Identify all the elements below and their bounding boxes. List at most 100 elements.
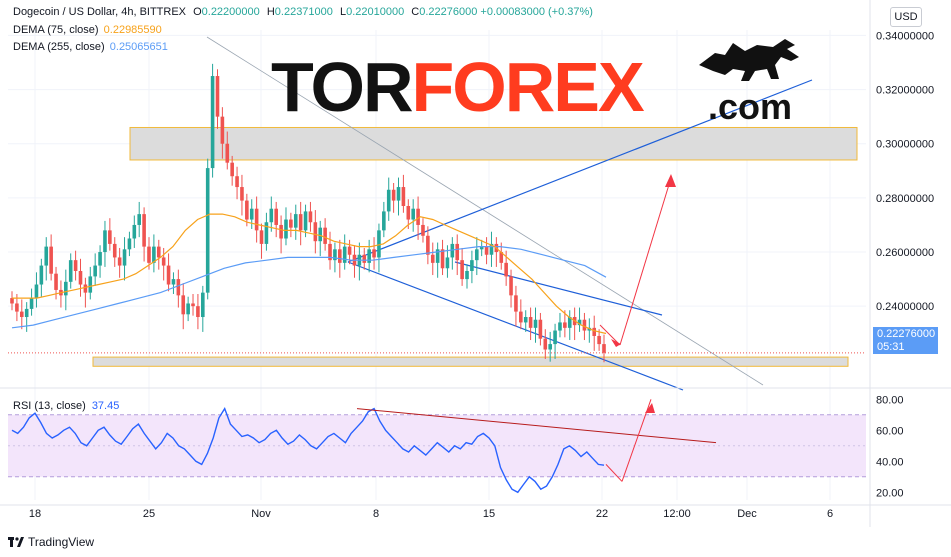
candle-body bbox=[152, 246, 156, 263]
candle-body bbox=[519, 311, 523, 323]
change-value: +0.00083000 (+0.37%) bbox=[480, 6, 593, 18]
candle-body bbox=[49, 246, 53, 274]
candle-body bbox=[567, 317, 572, 328]
candle-body bbox=[279, 224, 283, 239]
candle-body bbox=[73, 260, 78, 271]
candle-body bbox=[460, 260, 464, 280]
watermark-tor: TOR bbox=[271, 48, 413, 126]
candle-body bbox=[176, 279, 181, 296]
time-tick-label: 25 bbox=[143, 508, 155, 520]
currency-button[interactable]: USD bbox=[890, 7, 922, 27]
open-label: O bbox=[193, 6, 202, 18]
axes: 0.34000000 0.32000000 0.30000000 0.28000000… bbox=[0, 0, 951, 527]
candle-body bbox=[220, 116, 225, 144]
candle-body bbox=[411, 208, 415, 220]
candle-body bbox=[553, 330, 557, 345]
rsi-projection-down bbox=[605, 464, 623, 482]
rsi-band bbox=[8, 414, 866, 477]
candle-body bbox=[455, 243, 460, 261]
candle-body bbox=[245, 200, 249, 220]
candle-body bbox=[426, 235, 430, 255]
candle-body bbox=[509, 276, 513, 296]
candle-body bbox=[24, 308, 29, 318]
time-tick-label: 15 bbox=[483, 508, 495, 520]
candle-body bbox=[196, 306, 200, 318]
candle-body bbox=[249, 208, 254, 220]
legend-dema255[interactable]: DEMA (255, close) 0.25065651 bbox=[13, 41, 168, 53]
rsi-projection-arrowhead bbox=[645, 403, 655, 413]
candle-body bbox=[103, 230, 107, 253]
time-tick-label: 12:00 bbox=[663, 508, 691, 520]
candle-body bbox=[602, 344, 606, 353]
candle-body bbox=[19, 311, 24, 318]
candle-body bbox=[372, 249, 376, 258]
candle-body bbox=[338, 249, 342, 263]
dema255-value: 0.25065651 bbox=[109, 41, 168, 53]
candle-body bbox=[538, 319, 543, 339]
candle-body bbox=[514, 295, 518, 312]
legend-ohlc: Dogecoin / US Dollar, 4h, BITTREX O0.222… bbox=[13, 6, 593, 18]
price-tick-label: 0.32000000 bbox=[876, 85, 934, 97]
candle-body bbox=[264, 222, 269, 244]
candle-body bbox=[201, 292, 205, 318]
candle-body bbox=[396, 187, 401, 201]
candle-body bbox=[230, 162, 234, 177]
candle-body bbox=[235, 176, 239, 188]
candle-body bbox=[98, 252, 102, 266]
high-value: 0.22371000 bbox=[274, 6, 333, 18]
rsi-pane bbox=[8, 399, 866, 494]
candle-body bbox=[186, 303, 190, 315]
candle-body bbox=[470, 260, 474, 271]
rsi-tick-label: 20.00 bbox=[876, 487, 904, 499]
rsi-tick-label: 40.00 bbox=[876, 456, 904, 468]
candle-body bbox=[254, 208, 259, 231]
tradingview-footer[interactable]: TradingView bbox=[8, 535, 94, 549]
candle-body bbox=[210, 76, 215, 169]
candle-body bbox=[259, 230, 264, 244]
time-tick-label: Dec bbox=[737, 508, 757, 520]
bull-icon bbox=[699, 39, 799, 81]
dema255-line bbox=[11, 246, 607, 329]
candle-body bbox=[465, 270, 469, 280]
candle-body bbox=[592, 327, 597, 336]
support-zone bbox=[92, 356, 849, 367]
rsi-label: RSI (13, close) bbox=[13, 400, 86, 412]
candle-body bbox=[39, 265, 44, 285]
candle-body bbox=[44, 246, 49, 266]
candle-body bbox=[274, 208, 278, 225]
candle-body bbox=[215, 76, 220, 117]
candle-body bbox=[504, 262, 508, 277]
rsi-value: 37.45 bbox=[91, 400, 120, 412]
candle-body bbox=[479, 246, 484, 250]
last-price-value: 0.22276000 bbox=[877, 328, 936, 340]
candle-body bbox=[430, 254, 435, 263]
candle-body bbox=[386, 189, 391, 212]
candle-body bbox=[474, 249, 479, 261]
candle-body bbox=[54, 273, 58, 290]
candle-body bbox=[181, 295, 186, 315]
channel-upper-line bbox=[454, 261, 663, 316]
legend-dema75[interactable]: DEMA (75, close) 0.22985590 bbox=[13, 24, 162, 36]
watermark-logo: TORFOREX bbox=[271, 52, 645, 122]
candle-body bbox=[362, 254, 367, 263]
candle-body bbox=[225, 143, 230, 163]
candle-body bbox=[313, 222, 318, 242]
candle-body bbox=[499, 252, 504, 263]
candle-body bbox=[78, 270, 83, 285]
legend-rsi[interactable]: RSI (13, close) 37.45 bbox=[13, 400, 119, 412]
candle-body bbox=[382, 211, 386, 231]
time-tick-label: 8 bbox=[373, 508, 379, 520]
projection-arrowhead bbox=[665, 174, 676, 187]
symbol-title: Dogecoin / US Dollar, 4h, BITTREX bbox=[13, 6, 187, 18]
candle-body bbox=[29, 298, 34, 309]
candle-body bbox=[289, 219, 293, 228]
candle-body bbox=[421, 224, 425, 236]
candle-body bbox=[548, 344, 552, 350]
candle-body bbox=[15, 303, 19, 312]
candle-body bbox=[108, 230, 112, 244]
candle-body bbox=[435, 249, 440, 263]
candle-body bbox=[582, 319, 587, 331]
candle-body bbox=[112, 243, 117, 258]
last-price-label: 0.22276000 05:31 bbox=[873, 327, 938, 354]
